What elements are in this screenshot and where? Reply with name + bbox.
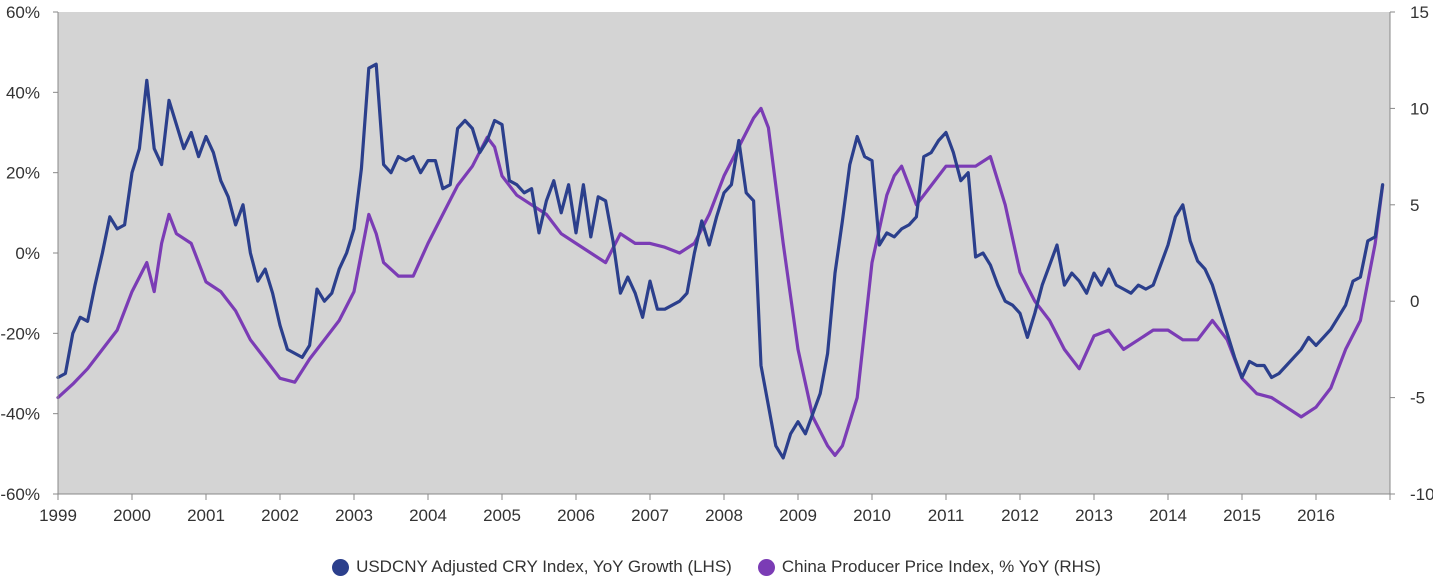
x-tick-label: 2006 <box>557 506 595 525</box>
left-tick-label: -40% <box>0 405 40 424</box>
left-tick-label: -20% <box>0 324 40 343</box>
x-tick-label: 2004 <box>409 506 447 525</box>
legend-label-cry: USDCNY Adjusted CRY Index, YoY Growth (L… <box>356 557 732 576</box>
x-tick-label: 2007 <box>631 506 669 525</box>
x-tick-label: 2012 <box>1001 506 1039 525</box>
x-tick-label: 2005 <box>483 506 521 525</box>
right-tick-label: 0 <box>1410 292 1419 311</box>
x-tick-label: 2002 <box>261 506 299 525</box>
series-line-cry <box>56 62 1385 460</box>
right-tick-label: 15 <box>1410 3 1429 22</box>
x-tick-label: 2001 <box>187 506 225 525</box>
x-tick-label: 2014 <box>1149 506 1187 525</box>
right-tick-label: -5 <box>1410 389 1425 408</box>
right-axis: 15 10 5 0 -5 -10 <box>1390 3 1433 504</box>
x-tick-label: 2010 <box>853 506 891 525</box>
x-tick-label: 2013 <box>1075 506 1113 525</box>
left-tick-label: 60% <box>6 3 40 22</box>
series-line-ppi <box>56 106 1385 457</box>
x-tick-label: 2016 <box>1297 506 1335 525</box>
right-tick-label: 5 <box>1410 196 1419 215</box>
right-tick-label: 10 <box>1410 99 1429 118</box>
left-tick-label: -60% <box>0 485 40 504</box>
legend-item-cry: USDCNY Adjusted CRY Index, YoY Growth (L… <box>332 557 732 577</box>
x-axis: 1999 2000 2001 2002 2003 2004 2005 2006 2007 2008… <box>39 494 1391 525</box>
x-tick-label: 2003 <box>335 506 373 525</box>
legend-label-ppi: China Producer Price Index, % YoY (RHS) <box>781 557 1101 576</box>
left-axis: 60% 40% 20% 0% -20% -40% -60% <box>0 3 58 504</box>
left-tick-label: 40% <box>6 83 40 102</box>
legend-item-ppi: China Producer Price Index, % YoY (RHS) <box>757 557 1101 577</box>
x-tick-label: 2000 <box>113 506 151 525</box>
x-tick-label: 2008 <box>705 506 743 525</box>
legend-dot-ppi <box>757 558 775 576</box>
left-tick-label: 0% <box>15 244 40 263</box>
x-tick-label: 2015 <box>1223 506 1261 525</box>
left-tick-label: 20% <box>6 164 40 183</box>
legend: USDCNY Adjusted CRY Index, YoY Growth (L… <box>0 552 1433 582</box>
x-tick-label: 2011 <box>928 506 965 525</box>
series-layer <box>56 62 1385 460</box>
plot-background <box>58 12 1390 494</box>
x-tick-label: 1999 <box>39 506 77 525</box>
right-tick-label: -10 <box>1410 485 1433 504</box>
legend-dot-cry <box>332 558 350 576</box>
x-tick-label: 2009 <box>779 506 817 525</box>
